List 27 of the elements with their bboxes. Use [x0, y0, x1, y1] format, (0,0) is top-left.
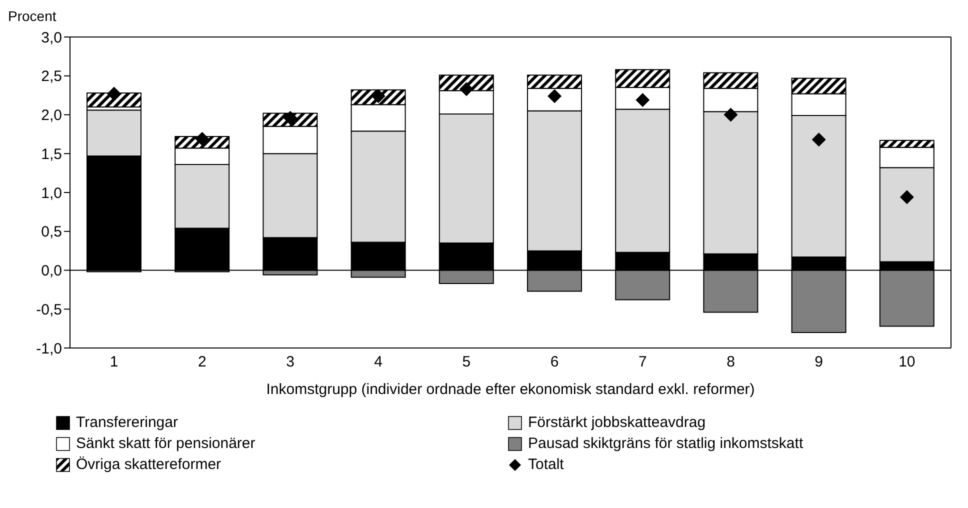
y-tick-label: 1,0 — [41, 184, 62, 202]
y-tick-label: -1,0 — [36, 340, 62, 358]
x-tick-label: 5 — [462, 354, 471, 371]
legend-label: Transfereringar — [76, 414, 178, 431]
y-tick-label: -0,5 — [36, 301, 62, 318]
x-tick-label: 8 — [726, 354, 735, 371]
y-tick-label: 1,5 — [41, 146, 62, 163]
legend-label: Övriga skattereformer — [76, 456, 222, 473]
x-tick-label: 7 — [638, 354, 647, 371]
legend-label: Pausad skiktgräns för statlig inkomstskatt — [528, 435, 804, 452]
x-tick-label: 6 — [550, 354, 559, 371]
legend-label: Totalt — [528, 456, 564, 473]
x-tick-label: 3 — [286, 354, 294, 371]
y-tick-label: 3,0 — [41, 29, 62, 46]
x-tick-label: 10 — [898, 354, 916, 371]
x-tick-label: 2 — [198, 354, 206, 371]
legend-label: Förstärkt jobbskatteavdrag — [528, 414, 706, 431]
x-tick-label: 1 — [110, 354, 118, 371]
y-tick-label: 0,5 — [41, 224, 62, 241]
x-axis-title: Inkomstgrupp (individer ordnade efter ekonomisk standard exkl. reformer) — [266, 381, 755, 398]
x-tick-label: 4 — [374, 354, 383, 371]
y-tick-label: 2,0 — [41, 107, 62, 124]
legend-label: Sänkt skatt för pensionärer — [76, 435, 256, 452]
x-tick-label: 9 — [814, 354, 824, 371]
y-tick-label: 2,5 — [41, 68, 62, 86]
y-axis-title: Procent — [8, 8, 56, 24]
y-tick-label: 0,0 — [41, 262, 62, 280]
